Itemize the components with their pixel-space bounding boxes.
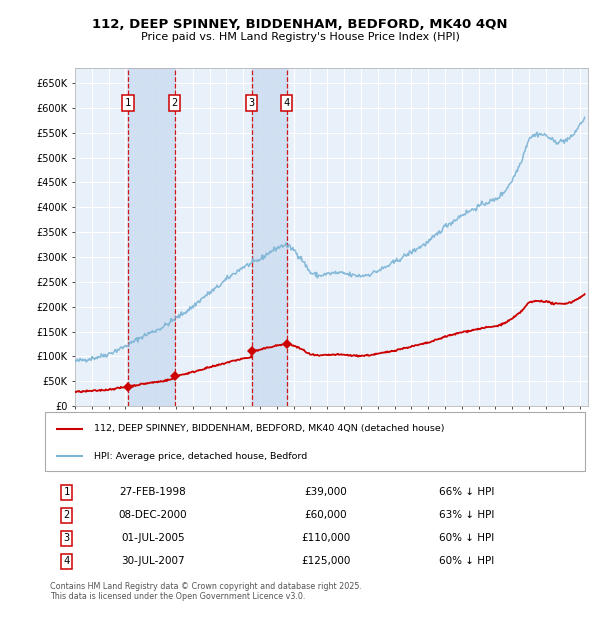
Text: £125,000: £125,000	[301, 556, 350, 566]
Text: £110,000: £110,000	[301, 533, 350, 543]
Text: 1: 1	[64, 487, 70, 497]
Text: 3: 3	[248, 98, 255, 108]
Text: 112, DEEP SPINNEY, BIDDENHAM, BEDFORD, MK40 4QN (detached house): 112, DEEP SPINNEY, BIDDENHAM, BEDFORD, M…	[94, 424, 444, 433]
Bar	[251, 68, 287, 406]
Text: 01-JUL-2005: 01-JUL-2005	[121, 533, 185, 543]
Text: 112, DEEP SPINNEY, BIDDENHAM, BEDFORD, MK40 4QN: 112, DEEP SPINNEY, BIDDENHAM, BEDFORD, M…	[92, 19, 508, 31]
Text: 30-JUL-2007: 30-JUL-2007	[121, 556, 185, 566]
Text: 63% ↓ HPI: 63% ↓ HPI	[439, 510, 494, 520]
Text: 4: 4	[283, 98, 290, 108]
Text: 60% ↓ HPI: 60% ↓ HPI	[439, 556, 494, 566]
Text: 60% ↓ HPI: 60% ↓ HPI	[439, 533, 494, 543]
Bar	[128, 68, 175, 406]
Text: £60,000: £60,000	[304, 510, 347, 520]
Text: 2: 2	[64, 510, 70, 520]
Text: £39,000: £39,000	[304, 487, 347, 497]
Text: Contains HM Land Registry data © Crown copyright and database right 2025.
This d: Contains HM Land Registry data © Crown c…	[50, 582, 362, 601]
Text: 66% ↓ HPI: 66% ↓ HPI	[439, 487, 494, 497]
Text: 3: 3	[64, 533, 70, 543]
Text: 1: 1	[125, 98, 131, 108]
Text: Price paid vs. HM Land Registry's House Price Index (HPI): Price paid vs. HM Land Registry's House …	[140, 32, 460, 42]
Text: 08-DEC-2000: 08-DEC-2000	[119, 510, 187, 520]
Text: HPI: Average price, detached house, Bedford: HPI: Average price, detached house, Bedf…	[94, 452, 307, 461]
Text: 2: 2	[172, 98, 178, 108]
Text: 4: 4	[64, 556, 70, 566]
Text: 27-FEB-1998: 27-FEB-1998	[119, 487, 187, 497]
